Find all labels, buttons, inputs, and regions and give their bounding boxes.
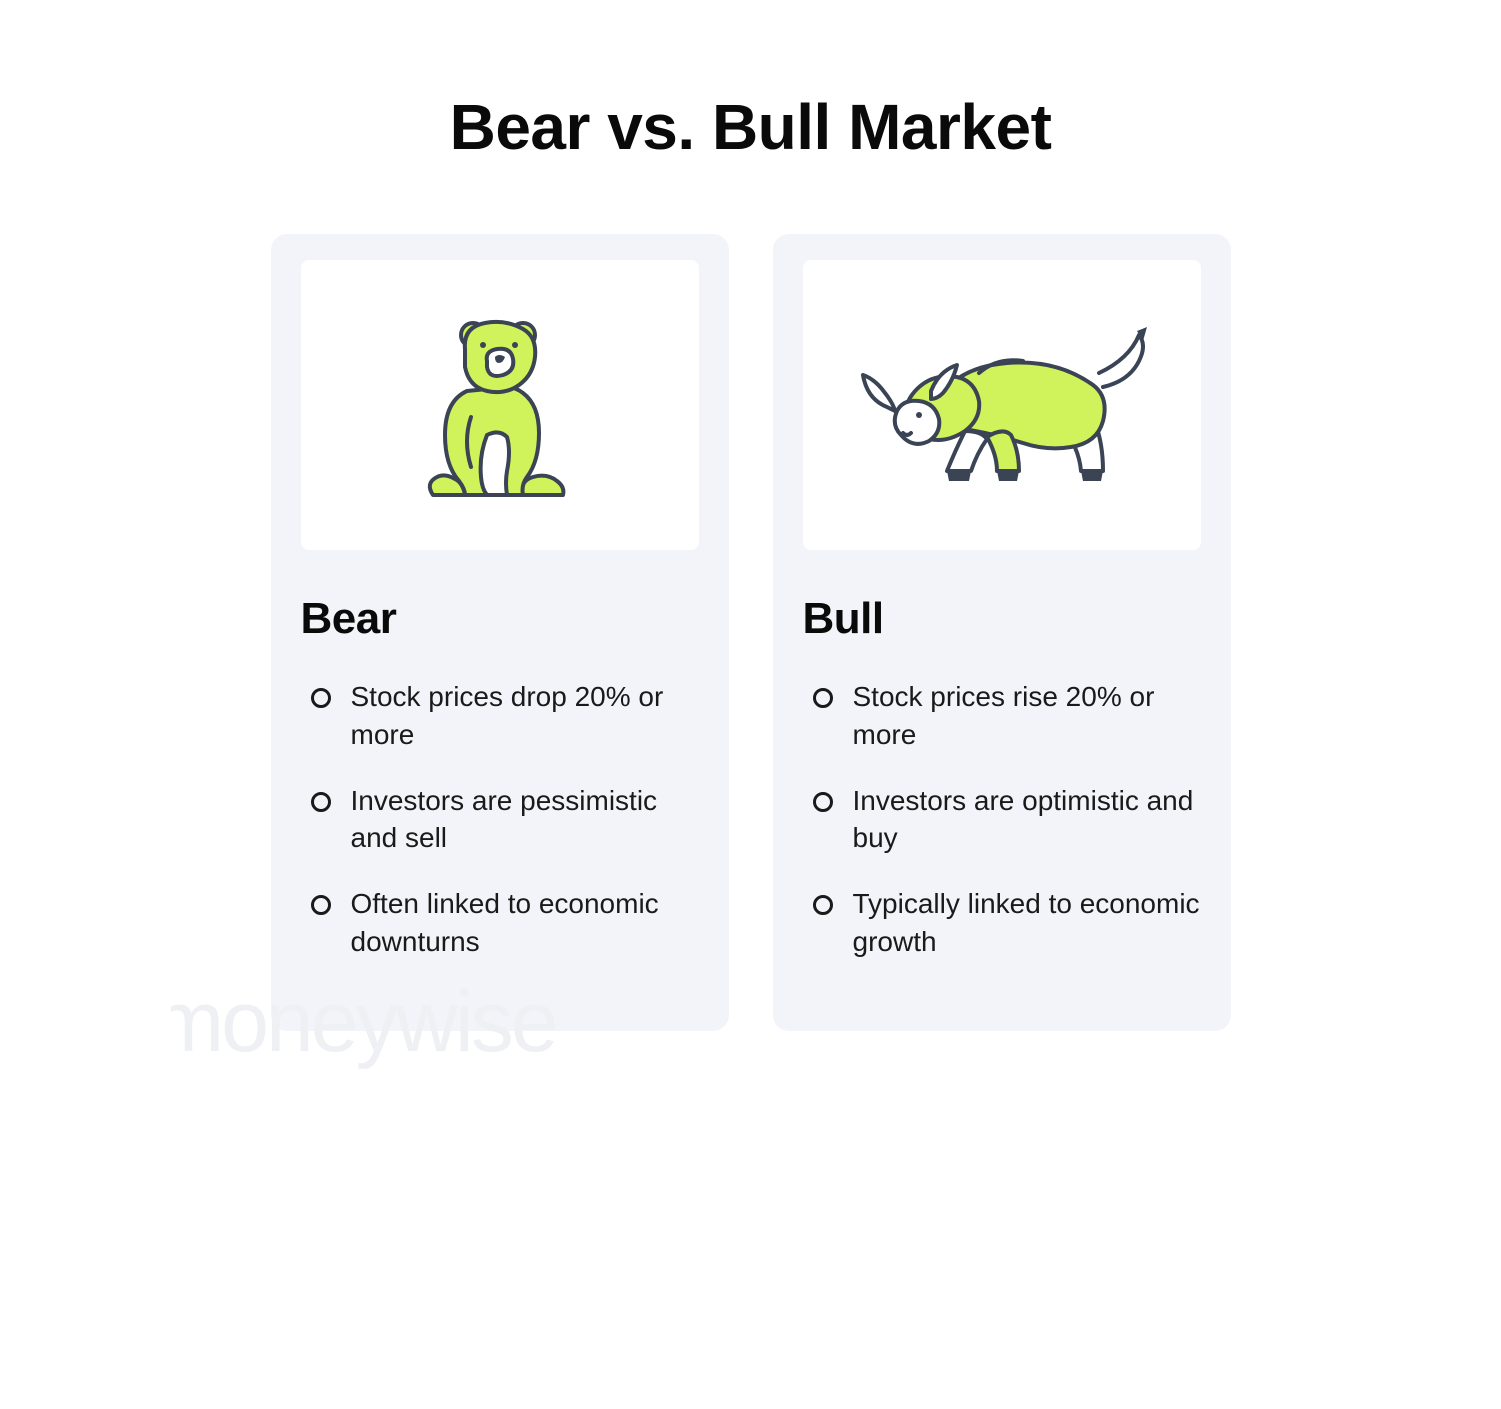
watermark: moneywise: [171, 979, 556, 1065]
infographic-page: Bear vs. Bull Market: [171, 0, 1331, 1071]
bull-points-list: Stock prices rise 20% or more Investors …: [803, 678, 1201, 961]
list-item: Investors are optimistic and buy: [813, 782, 1201, 858]
bull-icon-box: [803, 260, 1201, 550]
cards-row: Bear Stock prices drop 20% or more Inves…: [271, 234, 1231, 1031]
bull-card: Bull Stock prices rise 20% or more Inves…: [773, 234, 1231, 1031]
bull-card-title: Bull: [803, 594, 1201, 644]
bear-icon-box: [301, 260, 699, 550]
bull-icon: [847, 315, 1157, 495]
bear-icon: [415, 305, 585, 505]
list-item: Stock prices rise 20% or more: [813, 678, 1201, 754]
list-item: Typically linked to economic growth: [813, 885, 1201, 961]
bear-card-title: Bear: [301, 594, 699, 644]
list-item: Investors are pessimistic and sell: [311, 782, 699, 858]
bear-points-list: Stock prices drop 20% or more Investors …: [301, 678, 699, 961]
bear-card: Bear Stock prices drop 20% or more Inves…: [271, 234, 729, 1031]
page-title: Bear vs. Bull Market: [271, 90, 1231, 164]
list-item: Stock prices drop 20% or more: [311, 678, 699, 754]
list-item: Often linked to economic downturns: [311, 885, 699, 961]
